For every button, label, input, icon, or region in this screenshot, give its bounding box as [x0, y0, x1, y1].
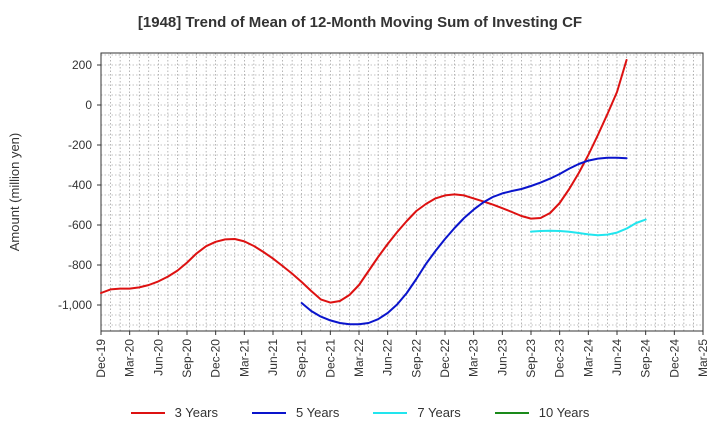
series-line-7-years: [530, 218, 647, 237]
series-line-3-years: [100, 59, 628, 304]
x-tick-label: Mar-23: [467, 339, 481, 377]
x-tick-label: Dec-19: [94, 339, 108, 378]
legend-label: 7 Years: [417, 405, 461, 420]
y-tick-label: 0: [85, 98, 92, 112]
x-tick-label: Mar-25: [696, 339, 710, 377]
legend: 3 Years 5 Years 7 Years 10 Years: [0, 405, 720, 420]
grid: [100, 53, 704, 331]
x-tick-label: Jun-23: [495, 339, 509, 376]
legend-swatch: [130, 411, 165, 414]
legend-item: 7 Years: [373, 405, 461, 420]
legend-label: 5 Years: [296, 405, 340, 420]
x-tick-label: Sep-23: [524, 339, 538, 378]
y-tick-label: -1,000: [58, 298, 92, 312]
y-tick-label: -600: [68, 218, 92, 232]
legend-item: 10 Years: [494, 405, 590, 420]
x-tick-label: Jun-24: [610, 339, 624, 376]
x-tick-label: Mar-20: [123, 339, 137, 377]
x-tick-label: Sep-20: [180, 339, 194, 378]
x-axis-ticks: Dec-19 Mar-20 Jun-20 Sep-20 Dec-20 Mar-21 Jun-…: [94, 331, 710, 378]
x-tick-label: Mar-24: [581, 339, 595, 377]
x-tick-label: Mar-21: [237, 339, 251, 377]
legend-item: 5 Years: [252, 405, 339, 420]
y-tick-label: -800: [68, 258, 92, 272]
y-axis-label: Amount (million yen): [7, 133, 22, 252]
y-axis-ticks: 200 0 -200 -400 -600 -800 -1,000: [58, 58, 101, 312]
x-tick-label: Jun-22: [381, 339, 395, 376]
legend-swatch: [494, 411, 529, 414]
x-tick-label: Sep-22: [409, 339, 423, 378]
legend-label: 10 Years: [538, 405, 590, 420]
x-tick-label: Mar-22: [352, 339, 366, 377]
x-tick-label: Dec-23: [553, 339, 567, 378]
y-tick-label: 200: [72, 58, 92, 72]
legend-swatch: [373, 411, 408, 414]
x-tick-label: Dec-24: [667, 339, 681, 378]
legend-label: 3 Years: [174, 405, 218, 420]
legend-swatch: [252, 411, 286, 414]
y-tick-label: -400: [68, 178, 92, 192]
x-tick-label: Jun-21: [266, 339, 280, 376]
series-lines: [100, 59, 647, 326]
legend-item: 3 Years: [130, 405, 218, 420]
y-tick-label: -200: [68, 138, 92, 152]
x-tick-label: Sep-24: [639, 339, 653, 378]
chart-title: [1948] Trend of Mean of 12-Month Moving …: [137, 14, 583, 31]
x-tick-label: Dec-20: [209, 339, 223, 378]
x-tick-label: Dec-21: [323, 339, 337, 378]
x-tick-label: Dec-22: [438, 339, 452, 378]
x-tick-label: Jun-20: [151, 339, 165, 376]
plot-area: [100, 52, 704, 332]
x-tick-label: Sep-21: [295, 339, 309, 378]
series-line-5-years: [300, 156, 628, 326]
